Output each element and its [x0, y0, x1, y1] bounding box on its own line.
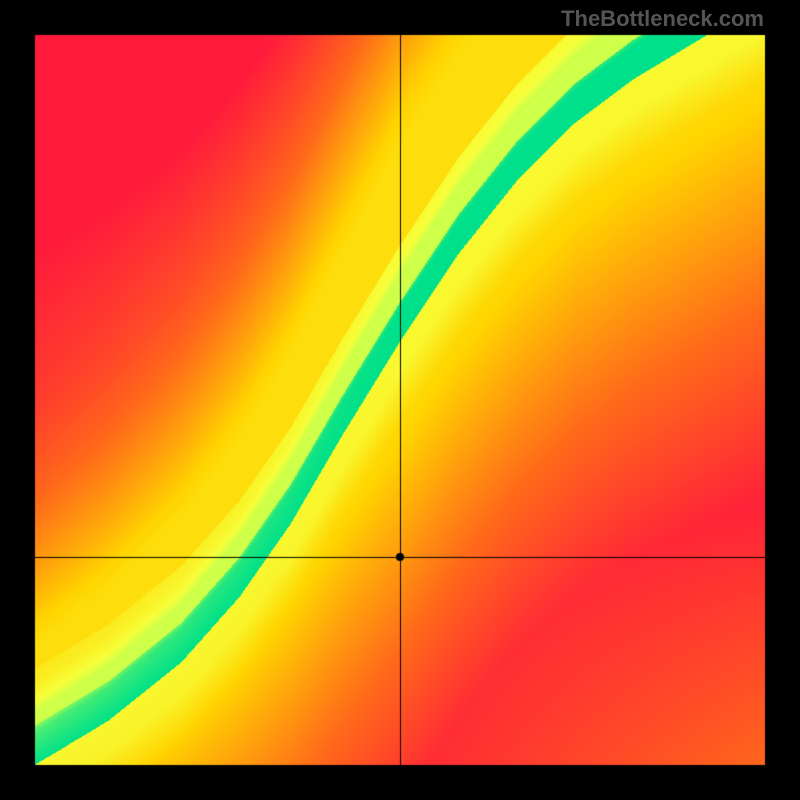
bottleneck-heatmap: [0, 0, 800, 800]
watermark-text: TheBottleneck.com: [561, 6, 764, 32]
chart-container: TheBottleneck.com: [0, 0, 800, 800]
